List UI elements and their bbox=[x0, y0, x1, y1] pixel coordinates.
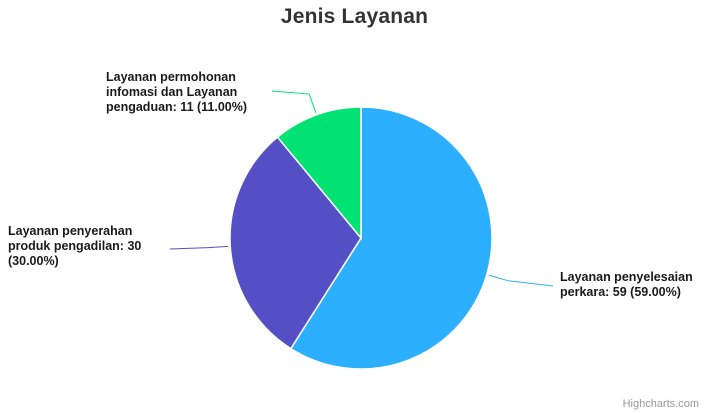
data-label-penyelesaian-perkara: Layanan penyelesaian perkara: 59 (59.00%… bbox=[560, 270, 693, 299]
pie-slice-2[interactable] bbox=[276, 106, 362, 241]
data-label-penyerahan-produk: Layanan penyerahan produk pengadilan: 30… bbox=[8, 224, 142, 268]
chart-title: Jenis Layanan bbox=[280, 5, 429, 28]
pie-slice-1[interactable] bbox=[229, 136, 362, 350]
pie-slices bbox=[229, 106, 493, 370]
data-label-permohonan-informasi: Layanan permohonan infomasi dan Layanan … bbox=[106, 70, 248, 114]
highcharts-credits[interactable]: Highcharts.com bbox=[622, 398, 699, 410]
connector-line-0 bbox=[488, 274, 554, 287]
label-connectors bbox=[169, 90, 554, 287]
pie-slice-0[interactable] bbox=[289, 106, 493, 370]
connector-line-1 bbox=[169, 245, 229, 250]
connector-line-2 bbox=[271, 90, 317, 114]
